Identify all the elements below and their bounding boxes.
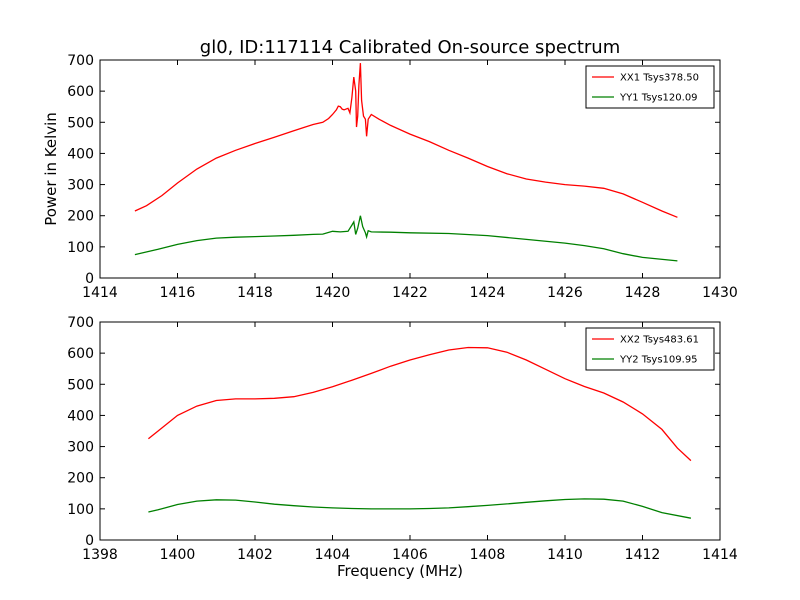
y-tick-label: 200: [67, 471, 94, 487]
x-tick-label: 1428: [625, 285, 661, 301]
legend: XX1 Tsys378.50 YY1 Tsys120.09: [585, 65, 715, 109]
legend-entry: YY2 Tsys109.95: [619, 355, 698, 366]
legend-entry: XX2 Tsys483.61: [620, 335, 699, 346]
x-axis-label: Frequency (MHz): [337, 562, 463, 580]
x-tick-label: 1418: [237, 285, 273, 301]
legend: XX2 Tsys483.61 YY2 Tsys109.95: [585, 327, 715, 371]
y-tick-label: 700: [67, 53, 94, 69]
y-axis-label: Power in Kelvin: [42, 112, 60, 226]
y-tick-label: 500: [67, 115, 94, 131]
series-line-yy1: [134, 215, 678, 262]
series-line-yy2: [148, 498, 692, 519]
y-tick-label: 500: [67, 377, 94, 393]
y-tick-label: 100: [67, 502, 94, 518]
legend-box: [585, 327, 715, 371]
y-tick-label: 300: [67, 440, 94, 456]
y-tick-label: 100: [67, 240, 94, 256]
bottom-panel: 1398 1400 1402 1404 1406 1408 1410 1412 1414 0 100…: [67, 315, 738, 580]
x-tick-label: 1416: [160, 285, 196, 301]
y-tick-label: 400: [67, 408, 94, 424]
x-tick-label: 1414: [702, 547, 738, 563]
x-tick-label: 1424: [470, 285, 506, 301]
y-tick-label: 600: [67, 84, 94, 100]
x-tick-label: 1398: [82, 547, 118, 563]
x-tick-label: 1412: [625, 547, 661, 563]
x-tick-label: 1420: [315, 285, 351, 301]
x-tick-label: 1414: [82, 285, 118, 301]
x-tick-label: 1410: [547, 547, 583, 563]
x-tick-label: 1404: [315, 547, 351, 563]
series-line-xx1: [134, 63, 678, 218]
legend-entry: XX1 Tsys378.50: [620, 73, 699, 84]
top-panel: 1414 1416 1418 1420 1422 1424 1426 1428 1430 0 100…: [42, 53, 738, 301]
x-tick-label: 1406: [392, 547, 428, 563]
x-tick-label: 1422: [392, 285, 428, 301]
legend-box: [585, 65, 715, 109]
x-tick-label: 1426: [547, 285, 583, 301]
x-tick-label: 1400: [160, 547, 196, 563]
x-tick-label: 1408: [470, 547, 506, 563]
y-tick-label: 700: [67, 315, 94, 331]
series-line-xx2: [147, 346, 692, 462]
x-tick-label: 1402: [237, 547, 273, 563]
chart-title: gl0, ID:117114 Calibrated On-source spec…: [200, 37, 620, 58]
y-tick-label: 0: [85, 533, 94, 549]
x-tick-label: 1430: [702, 285, 738, 301]
y-tick-label: 0: [85, 271, 94, 287]
y-tick-label: 400: [67, 146, 94, 162]
legend-entry: YY1 Tsys120.09: [619, 93, 698, 104]
y-tick-label: 600: [67, 346, 94, 362]
y-tick-label: 300: [67, 178, 94, 194]
y-tick-label: 200: [67, 209, 94, 225]
